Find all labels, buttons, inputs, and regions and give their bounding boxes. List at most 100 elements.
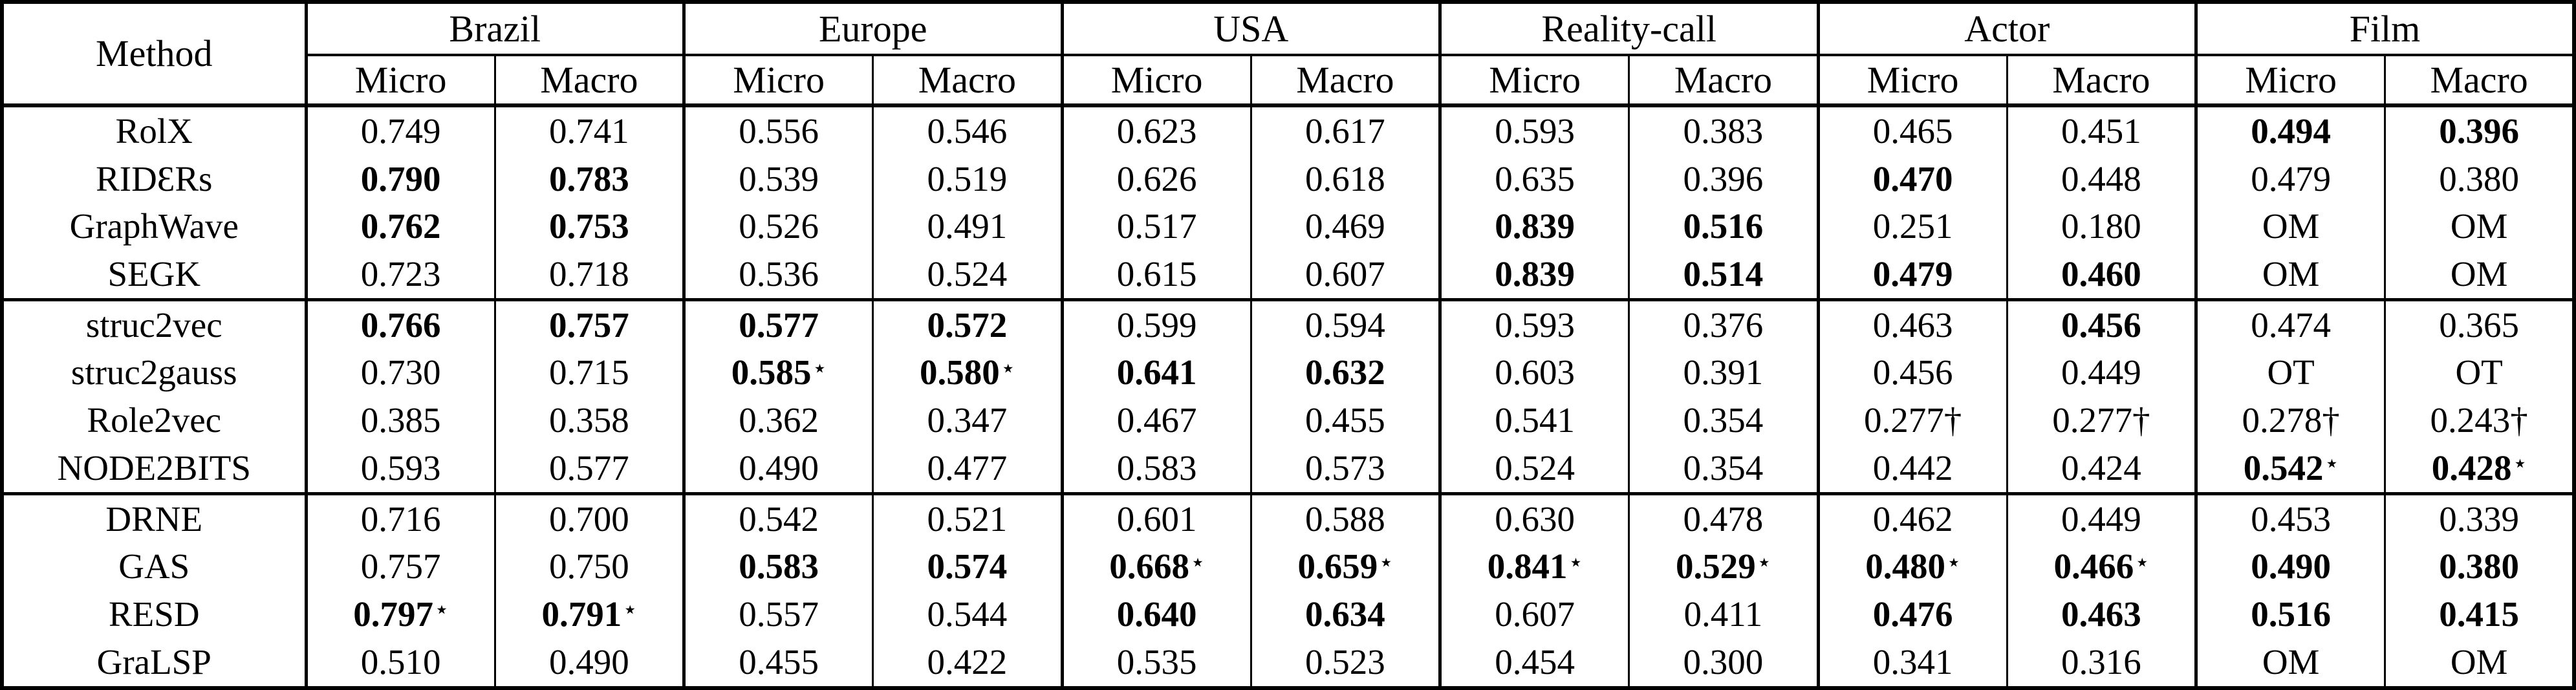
cell-value: OM — [2450, 641, 2508, 682]
value-cell: 0.700 — [493, 491, 684, 543]
value-cell: 0.316 — [2006, 638, 2196, 688]
value-cell: 0.460 — [2006, 250, 2196, 300]
star-marker: ⋆ — [1001, 356, 1015, 381]
star-marker: ⋆ — [1757, 550, 1771, 575]
cell-value: 0.277† — [1864, 400, 1962, 440]
table-row: GAS 0.757 0.750 0.583 0.574 0.668⋆ 0.659⋆ 0.841… — [2, 543, 2574, 591]
cell-value: 0.456 — [1872, 352, 1953, 393]
cell-value: 0.347 — [927, 400, 1008, 440]
value-cell: 0.365 — [2384, 298, 2574, 349]
value-cell: 0.601 — [1060, 491, 1251, 543]
cell-value: 0.467 — [1116, 400, 1197, 440]
cell-value: 0.453 — [2251, 499, 2331, 539]
table-row: SEGK 0.723 0.718 0.536 0.524 0.615 0.607 0.839 0… — [2, 250, 2574, 300]
cell-value: 0.491 — [927, 206, 1008, 246]
cell-value: 0.523 — [1305, 641, 1385, 682]
sub-header-micro: Micro — [304, 55, 495, 107]
cell-value: 0.362 — [739, 400, 819, 440]
cell-value: 0.449 — [2061, 499, 2141, 539]
value-cell: 0.641 — [1060, 349, 1251, 397]
value-cell: 0.668⋆ — [1060, 543, 1251, 591]
value-cell: 0.354 — [1628, 396, 1818, 444]
value-cell: 0.718 — [493, 250, 684, 300]
cell-value: 0.659 — [1297, 546, 1378, 587]
cell-value: 0.524 — [927, 253, 1008, 294]
cell-value: 0.797 — [353, 594, 434, 634]
value-cell: 0.453 — [2194, 491, 2385, 543]
value-cell: 0.523 — [1250, 638, 1440, 688]
value-cell: 0.524 — [872, 250, 1062, 300]
table-row: RIDƐRs 0.790 0.783 0.539 0.519 0.626 0.618 0.63… — [2, 155, 2574, 203]
cell-value: OM — [2450, 253, 2508, 294]
value-cell: 0.411 — [1628, 590, 1818, 638]
cell-value: 0.585 — [731, 352, 812, 393]
cell-value: 0.839 — [1495, 253, 1575, 294]
sub-header-micro: Micro — [1438, 55, 1629, 107]
value-cell: 0.741 — [493, 105, 684, 156]
value-cell: 0.521 — [872, 491, 1062, 543]
cell-value: 0.422 — [927, 641, 1008, 682]
cell-value: 0.718 — [549, 253, 629, 294]
cell-value: 0.593 — [360, 447, 441, 488]
value-cell: 0.448 — [2006, 155, 2196, 203]
value-cell: 0.478 — [1628, 491, 1818, 543]
cell-value: 0.442 — [1872, 447, 1953, 488]
value-cell: 0.617 — [1250, 105, 1440, 156]
value-cell: 0.514 — [1628, 250, 1818, 300]
cell-value: 0.607 — [1305, 253, 1385, 294]
value-cell: 0.749 — [304, 105, 495, 156]
value-cell: 0.623 — [1060, 105, 1251, 156]
cell-value: 0.316 — [2061, 641, 2141, 682]
cell-value: 0.630 — [1495, 499, 1575, 539]
star-marker: ⋆ — [2513, 451, 2527, 476]
value-cell: 0.790 — [304, 155, 495, 203]
dataset-header-row: Method Brazil Europe USA Reality-call Ac… — [2, 2, 2574, 107]
value-cell: 0.385 — [304, 396, 495, 444]
value-cell: 0.634 — [1250, 590, 1440, 638]
cell-value: 0.607 — [1495, 594, 1575, 634]
value-cell: 0.463 — [1816, 298, 2008, 349]
sub-header-macro: Macro — [1250, 55, 1440, 107]
value-cell: 0.424 — [2006, 444, 2196, 494]
value-cell: 0.469 — [1250, 202, 1440, 250]
value-cell: 0.626 — [1060, 155, 1251, 203]
cell-value: 0.715 — [549, 352, 629, 393]
value-cell: 0.580⋆ — [872, 349, 1062, 397]
value-cell: 0.730 — [304, 349, 495, 397]
value-cell: 0.480⋆ — [1816, 543, 2008, 591]
cell-value: 0.465 — [1872, 111, 1953, 151]
sub-header-macro: Macro — [2384, 55, 2574, 107]
value-cell: 0.607 — [1250, 250, 1440, 300]
method-cell: struc2gauss — [70, 352, 237, 393]
table-row: struc2gauss 0.730 0.715 0.585 ⋆ 0.580⋆ 0.641 0.… — [2, 349, 2574, 397]
value-cell: 0.490 — [2194, 543, 2385, 591]
value-cell: 0.588 — [1250, 491, 1440, 543]
cell-value: 0.573 — [1305, 447, 1385, 488]
cell-value: 0.762 — [360, 206, 441, 246]
cell-value: 0.454 — [1495, 641, 1575, 682]
cell-value: 0.526 — [739, 206, 819, 246]
cell-value: 0.593 — [1495, 305, 1575, 345]
cell-value: 0.519 — [927, 158, 1008, 199]
value-cell: 0.456 — [1816, 349, 2008, 397]
cell-value: 0.463 — [2061, 594, 2141, 634]
value-cell: 0.449 — [2006, 349, 2196, 397]
value-cell: 0.529⋆ — [1628, 543, 1818, 591]
value-cell: 0.516 — [2194, 590, 2385, 638]
cell-value: 0.516 — [2251, 594, 2331, 634]
sub-header-macro: Macro — [493, 55, 684, 107]
cell-value: 0.618 — [1305, 158, 1385, 199]
cell-value: 0.601 — [1116, 499, 1197, 539]
value-cell: 0.535 — [1060, 638, 1251, 688]
value-cell: 0.546 — [872, 105, 1062, 156]
sub-header-macro: Macro — [872, 55, 1062, 107]
value-cell: 0.615 — [1060, 250, 1251, 300]
cell-value: 0.766 — [360, 305, 441, 345]
value-cell: 0.455 — [1250, 396, 1440, 444]
cell-value: 0.376 — [1683, 305, 1764, 345]
value-cell: 0.715 — [493, 349, 684, 397]
dataset-header-reality-call: Reality-call — [1438, 2, 1818, 56]
cell-value: 0.469 — [1305, 206, 1385, 246]
cell-value: 0.277† — [2052, 400, 2150, 440]
